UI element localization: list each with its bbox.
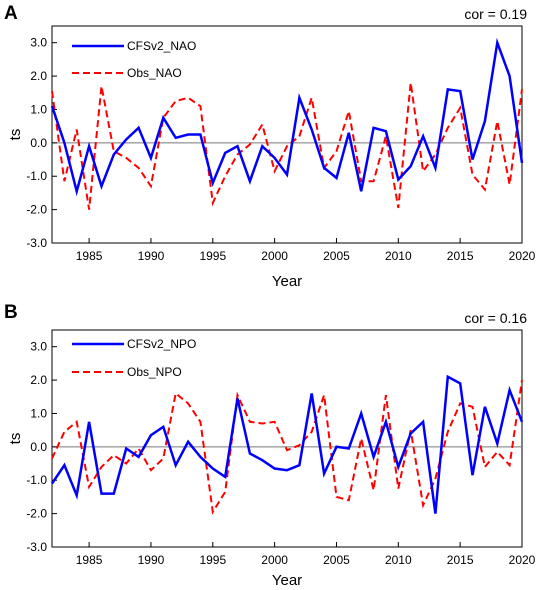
panel-a-x-tick-label: 2010 [385, 249, 412, 263]
panel-b-y-tick-label: -1.0 [26, 473, 47, 487]
panel-b-x-tick-label: 2005 [323, 553, 350, 567]
panel-a-x-tick-label: 2000 [261, 249, 288, 263]
panel-b-y-tick-label: 2.0 [30, 373, 47, 387]
panel-b-x-tick-label: 2000 [261, 553, 288, 567]
panel-a-y-tick-label: 3.0 [30, 36, 47, 50]
panel-a-correlation: cor = 0.19 [464, 6, 527, 22]
panel-b-y-tick-label: -3.0 [26, 540, 47, 554]
panel-b-y-axis-label: ts [7, 433, 24, 445]
panel-b-legend: CFSv2_NPO Obs_NPO [72, 337, 196, 379]
panel-a-legend: CFSv2_NAO Obs_NAO [72, 39, 196, 80]
panel-b-y-tick-label: 3.0 [30, 340, 47, 354]
panel-a-series-obs-nao-line [51, 82, 523, 210]
panel-b-y-tick-label: 1.0 [30, 406, 47, 420]
panel-b-y-axis: 3.0 2.0 1.0 0.0 -1.0 -2.0 -3.0 [26, 340, 57, 554]
panel-b-x-axis-label: Year [272, 572, 302, 589]
panel-b-y-tick-label: 0.0 [30, 440, 47, 454]
panel-b-x-tick-label: 1995 [199, 553, 226, 567]
panel-a-x-axis-label: Year [272, 273, 302, 290]
panel-a: A cor = 0.19 3.0 2.0 1.0 0.0 -1.0 -2.0 -3.0 19… [4, 3, 536, 290]
panel-a-letter: A [4, 3, 18, 24]
panel-b-x-tick-label: 2010 [385, 553, 412, 567]
panel-b-x-tick-label: 1985 [76, 553, 103, 567]
panel-a-series-cfsv2-nao-line [50, 37, 524, 197]
panel-b-y-tick-label: -2.0 [26, 507, 47, 521]
panel-b-x-tick-label: 2015 [447, 553, 474, 567]
panel-a-series [50, 37, 524, 210]
panel-b: B cor = 0.16 3.0 2.0 1.0 0.0 -1.0 -2.0 -3.0 19… [4, 302, 536, 589]
panel-b-x-axis: 1985 1990 1995 2000 2005 2010 2015 2020 [76, 542, 536, 567]
panel-a-y-tick-label: -3.0 [26, 236, 47, 250]
panel-a-y-tick-label: 0.0 [30, 136, 47, 150]
panel-a-y-tick-label: -2.0 [26, 203, 47, 217]
panel-a-y-tick-label: -1.0 [26, 169, 47, 183]
panel-a-y-tick-label: 1.0 [30, 102, 47, 116]
panel-a-legend-label-cfsv2: CFSv2_NAO [127, 39, 196, 53]
panel-b-x-tick-label: 1990 [138, 553, 165, 567]
panel-a-legend-label-obs: Obs_NAO [127, 66, 182, 80]
panel-a-x-tick-label: 1990 [138, 249, 165, 263]
panel-a-y-tick-label: 2.0 [30, 69, 47, 83]
panel-b-correlation: cor = 0.16 [464, 310, 527, 326]
panel-a-x-tick-label: 2020 [509, 249, 536, 263]
panel-a-x-tick-label: 2005 [323, 249, 350, 263]
panel-a-y-axis: 3.0 2.0 1.0 0.0 -1.0 -2.0 -3.0 [26, 36, 57, 250]
panel-a-y-axis-label: ts [7, 129, 24, 141]
panel-b-x-tick-label: 2020 [509, 553, 536, 567]
panel-b-series-cfsv2-npo-line [50, 374, 524, 514]
panel-a-plot-frame [51, 25, 523, 244]
panel-b-legend-label-cfsv2: CFSv2_NPO [127, 337, 196, 351]
panel-b-series-obs-npo-line [51, 379, 523, 515]
panel-a-x-tick-label: 1985 [76, 249, 103, 263]
panel-a-x-axis: 1985 1990 1995 2000 2005 2010 2015 2020 [76, 238, 536, 263]
panel-a-x-tick-label: 1995 [199, 249, 226, 263]
panel-a-x-tick-label: 2015 [447, 249, 474, 263]
panel-b-letter: B [4, 302, 18, 323]
panel-b-plot-frame [51, 329, 523, 548]
panel-b-series [50, 374, 524, 515]
panel-b-legend-label-obs: Obs_NPO [127, 365, 182, 379]
